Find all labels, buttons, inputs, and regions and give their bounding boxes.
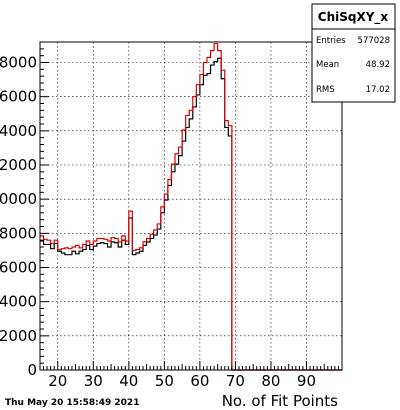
- stats-title: ChiSqXY_x: [318, 10, 389, 25]
- x-tick-label: 70: [226, 372, 245, 390]
- x-tick-label: 20: [48, 372, 67, 390]
- x-tick-label: 30: [84, 372, 103, 390]
- stats-value-mean: 48.92: [366, 60, 390, 70]
- x-axis-label: No. of Fit Points: [222, 392, 338, 410]
- x-tick-label: 60: [190, 372, 209, 390]
- stats-box: ChiSqXY_x Entries 577028 Mean 48.92 RMS …: [311, 3, 396, 103]
- y-tick-label: 6000: [0, 259, 37, 277]
- y-tick-label: 12000: [0, 156, 37, 174]
- axes: 20 30 40 50 60 70 80 90 0 2000 4000 6000 8000 10000 12…: [0, 41, 343, 390]
- stats-label-entries: Entries: [316, 36, 346, 46]
- stats-label-mean: Mean: [316, 60, 339, 70]
- stats-box-frame: [311, 3, 396, 103]
- stats-label-rms: RMS: [316, 85, 335, 95]
- y-tick-label: 0: [27, 361, 37, 379]
- stats-value-entries: 577028: [358, 36, 390, 46]
- y-tick-label: 10000: [0, 190, 37, 208]
- y-tick-label: 14000: [0, 122, 37, 140]
- y-tick-label: 8000: [0, 224, 37, 242]
- y-tick-label: 16000: [0, 88, 37, 106]
- y-tick-label: 18000: [0, 54, 37, 72]
- x-tick-label: 80: [261, 372, 280, 390]
- x-tick-label: 90: [297, 372, 316, 390]
- x-tick-label: 40: [119, 372, 138, 390]
- y-tick-label: 2000: [0, 327, 37, 345]
- y-tick-label: 4000: [0, 293, 37, 311]
- timestamp-label: Thu May 20 15:58:49 2021: [5, 398, 139, 408]
- x-tick-label: 50: [155, 372, 174, 390]
- stats-value-rms: 17.02: [366, 85, 390, 95]
